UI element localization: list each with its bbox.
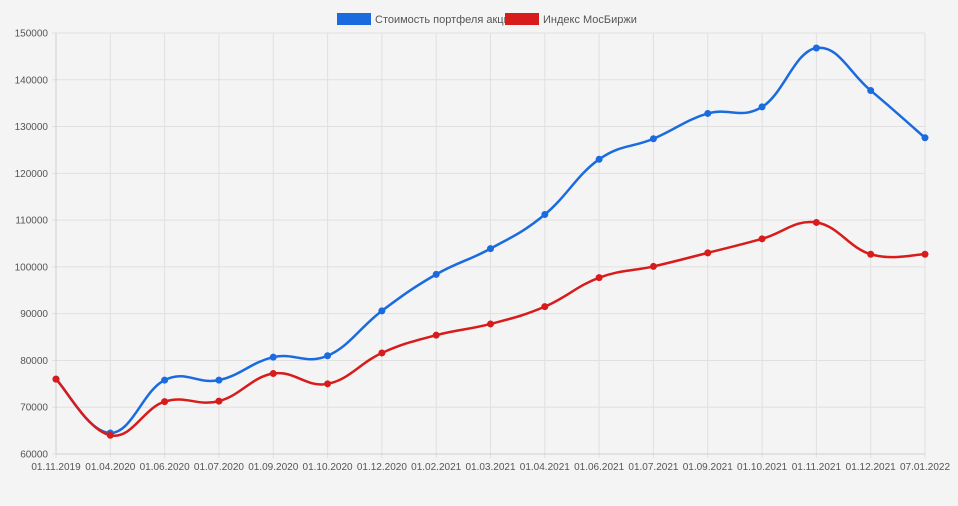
data-point-series-1-16[interactable] xyxy=(921,250,929,258)
legend-swatch-portfolio xyxy=(337,13,371,25)
x-tick-label: 01.02.2021 xyxy=(411,462,461,473)
data-point-series-1-3[interactable] xyxy=(215,397,223,405)
data-point-series-1-0[interactable] xyxy=(52,375,60,383)
data-point-series-0-6[interactable] xyxy=(378,307,386,315)
data-point-series-0-4[interactable] xyxy=(269,353,277,361)
x-tick-label: 01.06.2020 xyxy=(140,462,190,473)
data-point-series-0-13[interactable] xyxy=(758,103,766,111)
x-tick-label: 01.03.2021 xyxy=(465,462,515,473)
legend-label-portfolio: Стоимость портфеля акций xyxy=(375,14,516,26)
y-tick-label: 100000 xyxy=(15,262,49,273)
data-point-series-1-1[interactable] xyxy=(106,431,114,439)
data-point-series-1-4[interactable] xyxy=(269,370,277,378)
data-point-series-1-5[interactable] xyxy=(324,380,332,388)
data-point-series-1-8[interactable] xyxy=(487,320,494,328)
y-tick-label: 70000 xyxy=(20,403,48,414)
data-point-series-0-5[interactable] xyxy=(324,352,332,360)
data-point-series-1-9[interactable] xyxy=(541,303,549,311)
y-tick-label: 150000 xyxy=(15,29,49,40)
data-point-series-1-15[interactable] xyxy=(867,250,875,258)
data-point-series-0-9[interactable] xyxy=(541,210,549,218)
x-tick-label: 01.07.2020 xyxy=(194,462,244,473)
x-tick-label: 01.09.2020 xyxy=(248,462,298,473)
data-point-series-1-2[interactable] xyxy=(161,398,169,406)
legend-item-index[interactable]: Индекс МосБиржи xyxy=(505,13,637,26)
data-point-series-0-15[interactable] xyxy=(867,87,875,95)
y-tick-label: 90000 xyxy=(20,309,48,320)
data-point-series-1-6[interactable] xyxy=(378,349,386,357)
y-tick-label: 60000 xyxy=(20,450,48,461)
data-point-series-1-12[interactable] xyxy=(704,249,712,257)
x-tick-label: 01.09.2021 xyxy=(683,462,733,473)
data-point-series-0-12[interactable] xyxy=(704,109,712,117)
x-axis-ticks: 01.11.2019 01.04.2020 01.06.2020 01.07.2020… xyxy=(31,462,950,473)
data-point-series-0-16[interactable] xyxy=(921,134,929,142)
data-point-series-0-10[interactable] xyxy=(595,155,603,163)
data-point-series-1-7[interactable] xyxy=(432,331,440,339)
x-tick-label: 01.04.2020 xyxy=(85,462,135,473)
y-axis-ticks: 150000 140000 130000 120000 110000 100000 9000… xyxy=(15,29,49,461)
x-tick-label: 01.12.2020 xyxy=(357,462,407,473)
series-line-1 xyxy=(55,220,926,437)
data-point-series-1-13[interactable] xyxy=(758,235,766,243)
data-point-series-1-14[interactable] xyxy=(812,218,820,226)
data-point-series-0-11[interactable] xyxy=(649,135,657,143)
series-points xyxy=(52,44,929,439)
grid xyxy=(52,32,926,458)
x-tick-label: 01.12.2021 xyxy=(846,462,896,473)
legend-swatch-index xyxy=(505,13,539,25)
data-point-series-1-10[interactable] xyxy=(595,274,603,282)
data-point-series-0-14[interactable] xyxy=(812,44,820,52)
x-tick-label: 01.07.2021 xyxy=(628,462,678,473)
x-tick-label: 01.11.2019 xyxy=(31,462,81,473)
data-point-series-0-8[interactable] xyxy=(487,245,494,253)
x-tick-label: 01.10.2021 xyxy=(737,462,787,473)
data-point-series-1-11[interactable] xyxy=(649,262,657,270)
x-tick-label: 01.06.2021 xyxy=(574,462,624,473)
x-tick-label: 07.01.2022 xyxy=(900,462,950,473)
data-point-series-0-7[interactable] xyxy=(432,270,440,278)
data-point-series-0-2[interactable] xyxy=(161,376,169,384)
y-tick-label: 140000 xyxy=(15,75,49,86)
x-tick-label: 01.10.2020 xyxy=(303,462,353,473)
x-tick-label: 01.04.2021 xyxy=(520,462,570,473)
y-tick-label: 80000 xyxy=(20,356,48,367)
y-tick-label: 110000 xyxy=(15,216,48,227)
legend: Стоимость портфеля акций Индекс МосБиржи xyxy=(337,13,637,26)
y-tick-label: 130000 xyxy=(15,122,49,133)
y-tick-label: 120000 xyxy=(15,169,49,180)
x-tick-label: 01.11.2021 xyxy=(792,462,842,473)
legend-label-index: Индекс МосБиржи xyxy=(543,14,637,26)
data-point-series-0-3[interactable] xyxy=(215,376,223,384)
legend-item-portfolio[interactable]: Стоимость портфеля акций xyxy=(337,13,516,26)
